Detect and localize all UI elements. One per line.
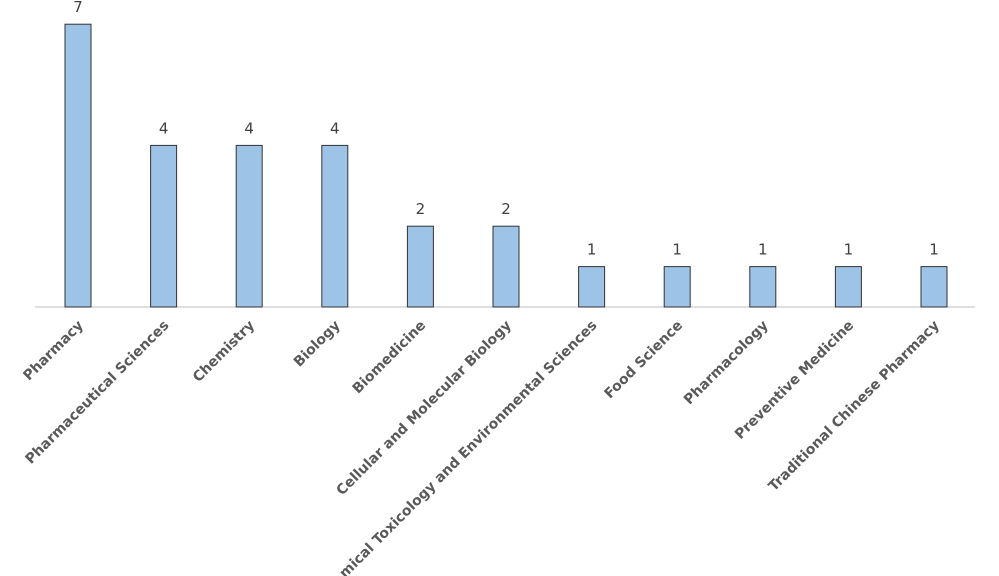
x-tick-label: Pharmacology bbox=[681, 318, 772, 409]
bar bbox=[920, 266, 948, 308]
x-tick-label: Biology bbox=[291, 318, 344, 371]
data-label: 4 bbox=[330, 119, 340, 137]
data-label: 2 bbox=[501, 200, 511, 218]
bar bbox=[235, 144, 263, 308]
bar bbox=[321, 144, 349, 308]
x-tick-label: Pharmacy bbox=[20, 318, 87, 385]
bar bbox=[150, 144, 178, 308]
x-tick-label: Biomedicine bbox=[350, 318, 430, 398]
x-tick-label: Cellular and Molecular Biology bbox=[333, 318, 514, 499]
bar bbox=[406, 225, 434, 308]
data-label: 1 bbox=[672, 241, 682, 259]
data-label: 1 bbox=[758, 241, 768, 259]
data-label: 4 bbox=[244, 119, 254, 137]
data-label: 7 bbox=[73, 0, 83, 16]
data-label: 1 bbox=[929, 241, 939, 259]
bar bbox=[834, 266, 862, 308]
bar bbox=[663, 266, 691, 308]
data-label: 1 bbox=[844, 241, 854, 259]
bar bbox=[64, 23, 92, 308]
bar bbox=[749, 266, 777, 308]
bar bbox=[578, 266, 606, 308]
bar bbox=[492, 225, 520, 308]
x-tick-label: Chemistry bbox=[190, 318, 258, 386]
data-label: 2 bbox=[416, 200, 426, 218]
x-tick-label: Food Science bbox=[601, 318, 686, 403]
data-label: 1 bbox=[587, 241, 597, 259]
x-tick-label: Traditional Chinese Pharmacy bbox=[766, 318, 943, 495]
x-tick-label: Pharmaceutical Sciences bbox=[22, 318, 172, 468]
data-label: 4 bbox=[159, 119, 169, 137]
